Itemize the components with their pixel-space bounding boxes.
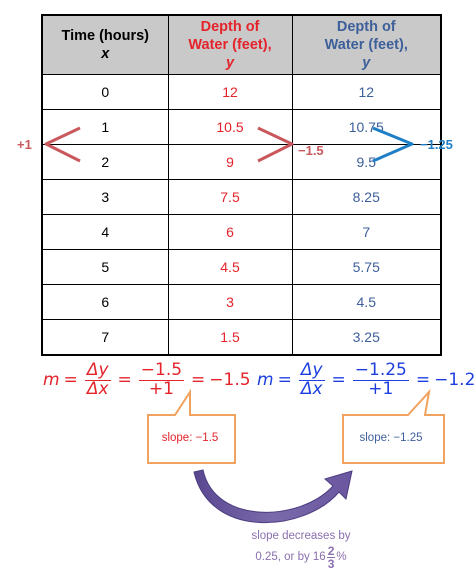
eq-blue-dy: Δy: [298, 360, 325, 381]
eq-red-eq1: =: [63, 370, 78, 391]
note-frac-den: 3: [327, 557, 335, 571]
slope-equation-blue: m = Δy Δx = −1.25 +1 = −1.25: [257, 360, 476, 399]
eq-blue-den: +1: [368, 378, 394, 399]
eq-red-num: −1.5: [138, 360, 185, 381]
header-depth-blue-line2: Water (feet),: [324, 37, 408, 53]
time-cell: 4: [41, 214, 169, 250]
eq-blue-dx: Δx: [300, 378, 323, 399]
depth-red-cell: 1.5: [167, 319, 293, 356]
callout-blue-shape: [342, 388, 445, 464]
eq-red-eq3: =: [191, 370, 206, 391]
callout-red-shape: [147, 388, 236, 464]
slope-equation-red: m = Δy Δx = −1.5 +1 = −1.5: [43, 360, 251, 399]
depth-red-cell: 4.5: [167, 249, 293, 285]
header-depth-red-line1: Depth of: [200, 19, 260, 35]
table-row: 6 3 4.5: [41, 284, 442, 320]
header-depth-blue: Depth of Water (feet), y: [291, 14, 442, 75]
callout-red-text: slope: −1.5: [161, 432, 219, 444]
note-line2: 0.25, or by 16 2 3 %: [255, 545, 346, 570]
depth-table: Time (hours) x Depth of Water (feet), y …: [41, 14, 442, 356]
eq-red-eq2: =: [117, 370, 132, 391]
eq-blue-eq1: =: [277, 370, 292, 391]
eq-blue-num: −1.25: [352, 360, 409, 381]
depth-red-cell: 7.5: [167, 179, 293, 215]
note-line2-prefix: 0.25, or by 16: [255, 551, 326, 563]
table-row: 1 10.5 10.75: [41, 109, 442, 145]
time-cell: 3: [41, 179, 169, 215]
note-fraction: 2 3: [326, 544, 336, 571]
time-cell: 2: [41, 144, 169, 180]
depth-blue-cell: 10.75: [291, 109, 442, 145]
depth-blue-cell: 4.5: [291, 284, 442, 320]
header-time-var: x: [101, 46, 110, 62]
table-row: 5 4.5 5.75: [41, 249, 442, 285]
header-time: Time (hours) x: [41, 14, 169, 75]
depth-red-cell: 3: [167, 284, 293, 320]
header-depth-blue-var: y: [362, 55, 371, 71]
table-body: 0 12 12 1 10.5 10.75 2 9 9.5 3 7.5 8.25 4 6 7 5 4.5 5.75 6…: [41, 74, 442, 356]
depth-blue-cell: 8.25: [291, 179, 442, 215]
eq-red-m: m: [43, 370, 60, 391]
note-suffix: %: [336, 551, 347, 563]
depth-blue-cell: 9.5: [291, 144, 442, 180]
eq-blue-eq2: =: [331, 370, 346, 391]
slope-change-note: slope decreases by 0.25, or by 16 2 3 %: [226, 528, 376, 570]
depth-red-cell: 6: [167, 214, 293, 250]
depth-blue-cell: 3.25: [291, 319, 442, 356]
time-cell: 0: [41, 74, 169, 110]
table-row: 0 12 12: [41, 74, 442, 110]
eq-red-dx: Δx: [86, 378, 109, 399]
eq-blue-value-frac: −1.25 +1: [352, 360, 409, 399]
header-depth-red-var: y: [225, 55, 235, 71]
depth-blue-cell: 7: [291, 214, 442, 250]
eq-blue-m: m: [257, 370, 274, 391]
time-cell: 7: [41, 319, 169, 356]
depth-blue-cell: 12: [291, 74, 442, 110]
note-line1: slope decreases by: [251, 530, 351, 542]
eq-blue-eq3: =: [415, 370, 431, 391]
table-row: 7 1.5 3.25: [41, 319, 442, 356]
eq-red-value-frac: −1.5 +1: [138, 360, 185, 399]
depth-red-cell: 12: [167, 74, 293, 110]
depth-red-cell: 9: [167, 144, 293, 180]
header-row: Time (hours) x Depth of Water (feet), y …: [41, 14, 442, 75]
depth-blue-cell: 5.75: [291, 249, 442, 285]
eq-red-result: −1.5: [209, 370, 251, 391]
callout-blue-text: slope: −1.25: [359, 432, 423, 444]
eq-red-dy: Δy: [84, 360, 111, 381]
time-cell: 6: [41, 284, 169, 320]
red-change-label: −1.5: [298, 143, 324, 158]
header-depth-red: Depth of Water (feet), y: [167, 14, 293, 75]
eq-red-delta-frac: Δy Δx: [84, 360, 111, 399]
header-depth-blue-line1: Depth of: [336, 19, 396, 35]
eq-red-den: +1: [148, 378, 174, 399]
header-time-label: Time (hours): [61, 28, 150, 44]
time-cell: 1: [41, 109, 169, 145]
eq-blue-delta-frac: Δy Δx: [298, 360, 325, 399]
time-cell: 5: [41, 249, 169, 285]
table-row: 3 7.5 8.25: [41, 179, 442, 215]
note-frac-num: 2: [326, 544, 336, 558]
plus-one-label: +1: [17, 137, 32, 152]
purple-curved-arrow: [193, 469, 353, 524]
blue-change-label: −1.25: [420, 137, 453, 152]
depth-red-cell: 10.5: [167, 109, 293, 145]
table-row: 2 9 9.5: [41, 144, 442, 180]
eq-blue-result: −1.25: [434, 370, 476, 391]
header-depth-red-line2: Water (feet),: [188, 37, 272, 53]
